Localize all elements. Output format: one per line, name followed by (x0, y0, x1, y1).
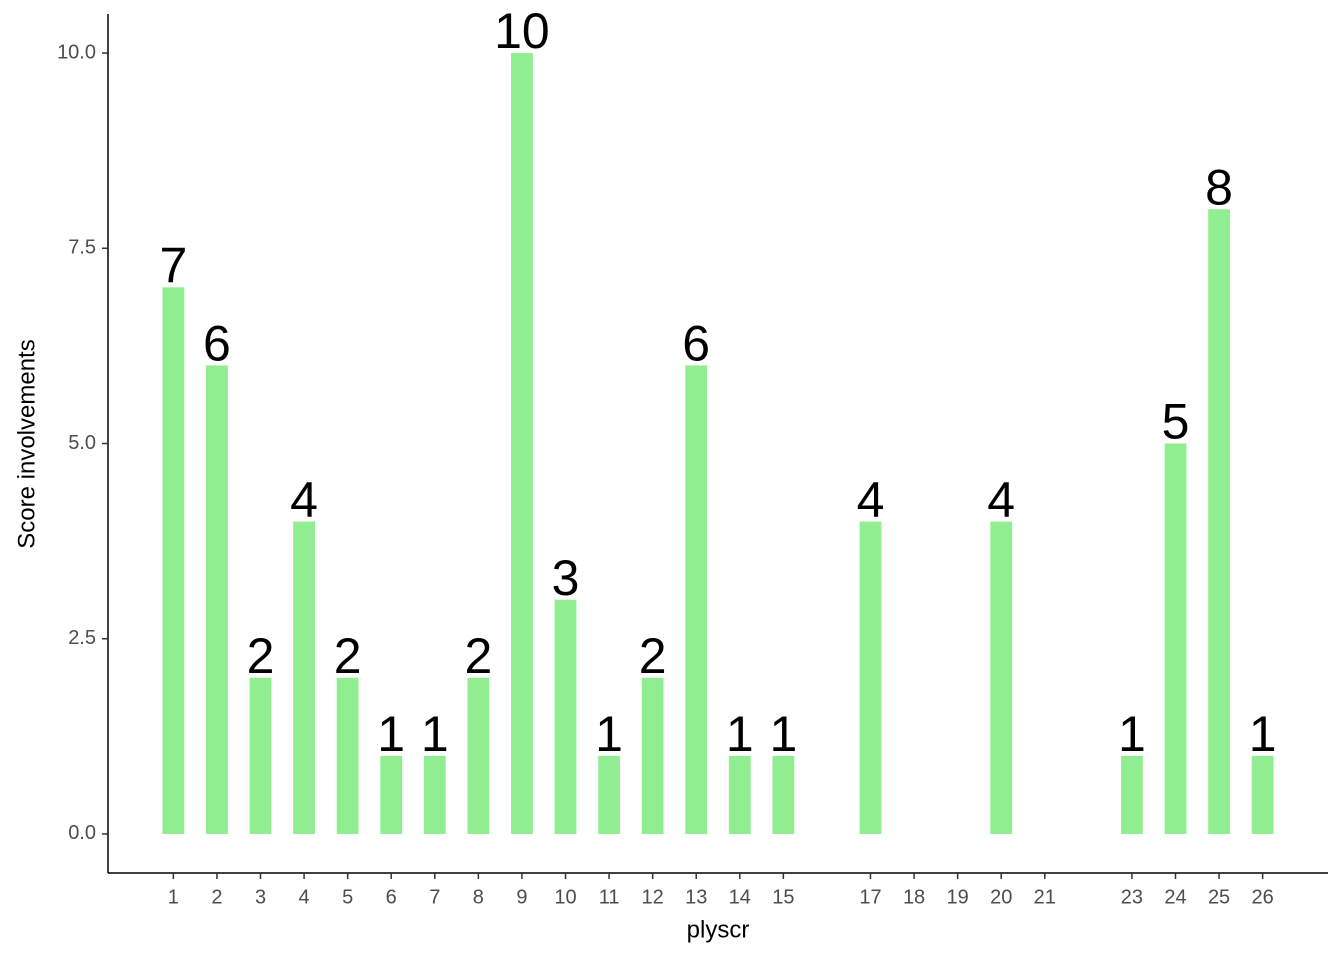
x-tick-label: 12 (642, 886, 664, 908)
value-label: 1 (595, 706, 623, 762)
value-label: 5 (1162, 394, 1190, 450)
x-axis-title: plyscr (687, 916, 750, 943)
x-tick-label: 15 (772, 886, 794, 908)
bar (336, 677, 359, 834)
x-tick-label: 19 (947, 886, 969, 908)
value-label: 2 (334, 628, 362, 684)
bar (772, 755, 795, 834)
value-label: 8 (1205, 159, 1233, 215)
x-tick-label: 26 (1252, 886, 1274, 908)
x-tick-label: 24 (1164, 886, 1186, 908)
bar (728, 755, 751, 834)
x-tick-label: 23 (1121, 886, 1143, 908)
bar (380, 755, 403, 834)
x-tick-label: 3 (255, 886, 266, 908)
bar (685, 365, 708, 834)
bar (162, 287, 185, 834)
value-label: 2 (247, 628, 275, 684)
value-label: 10 (494, 3, 550, 59)
bar (554, 599, 577, 834)
bar (511, 53, 533, 834)
bar (467, 677, 490, 834)
y-tick-label: 2.5 (68, 627, 96, 649)
x-tick-label: 4 (299, 886, 310, 908)
value-label: 1 (726, 706, 754, 762)
value-label: 2 (639, 628, 667, 684)
y-tick-label: 10.0 (57, 41, 96, 63)
value-label: 1 (377, 706, 405, 762)
value-label: 3 (552, 550, 580, 606)
value-label: 1 (1249, 706, 1277, 762)
value-label: 6 (682, 316, 710, 372)
x-tick-label: 5 (342, 886, 353, 908)
x-tick-label: 25 (1208, 886, 1230, 908)
x-tick-label: 2 (211, 886, 222, 908)
value-label: 1 (1118, 706, 1146, 762)
x-tick-label: 21 (1034, 886, 1056, 908)
bar (293, 521, 315, 834)
y-tick-label: 0.0 (68, 822, 96, 844)
x-tick-label: 7 (429, 886, 440, 908)
y-axis-title: Score involvements (13, 339, 40, 548)
value-label: 4 (290, 472, 318, 528)
x-tick-label: 10 (554, 886, 576, 908)
value-label: 2 (464, 628, 492, 684)
x-tick-label: 18 (903, 886, 925, 908)
x-tick-label: 14 (729, 886, 751, 908)
bar (641, 677, 664, 834)
value-label: 1 (769, 706, 797, 762)
bar (598, 755, 620, 834)
bar (1208, 209, 1230, 834)
bar (423, 755, 446, 834)
x-tick-label: 8 (473, 886, 484, 908)
bar (859, 521, 882, 834)
x-tick-label: 1 (168, 886, 179, 908)
x-tick-label: 11 (599, 886, 620, 908)
bar (249, 677, 272, 834)
bar (1251, 755, 1274, 834)
y-tick-label: 5.0 (68, 432, 96, 454)
bar (206, 365, 228, 834)
value-label: 1 (421, 706, 449, 762)
value-label: 4 (857, 472, 885, 528)
x-tick-label: 9 (516, 886, 527, 908)
value-label: 4 (987, 472, 1015, 528)
y-tick-label: 7.5 (68, 237, 96, 259)
x-tick-label: 20 (990, 886, 1012, 908)
bar (990, 521, 1013, 834)
x-tick-label: 13 (685, 886, 707, 908)
x-tick-label: 6 (386, 886, 397, 908)
bar (1121, 755, 1143, 834)
value-label: 7 (159, 238, 187, 294)
value-label: 6 (203, 316, 231, 372)
x-tick-label: 17 (859, 886, 881, 908)
bar (1164, 443, 1187, 834)
